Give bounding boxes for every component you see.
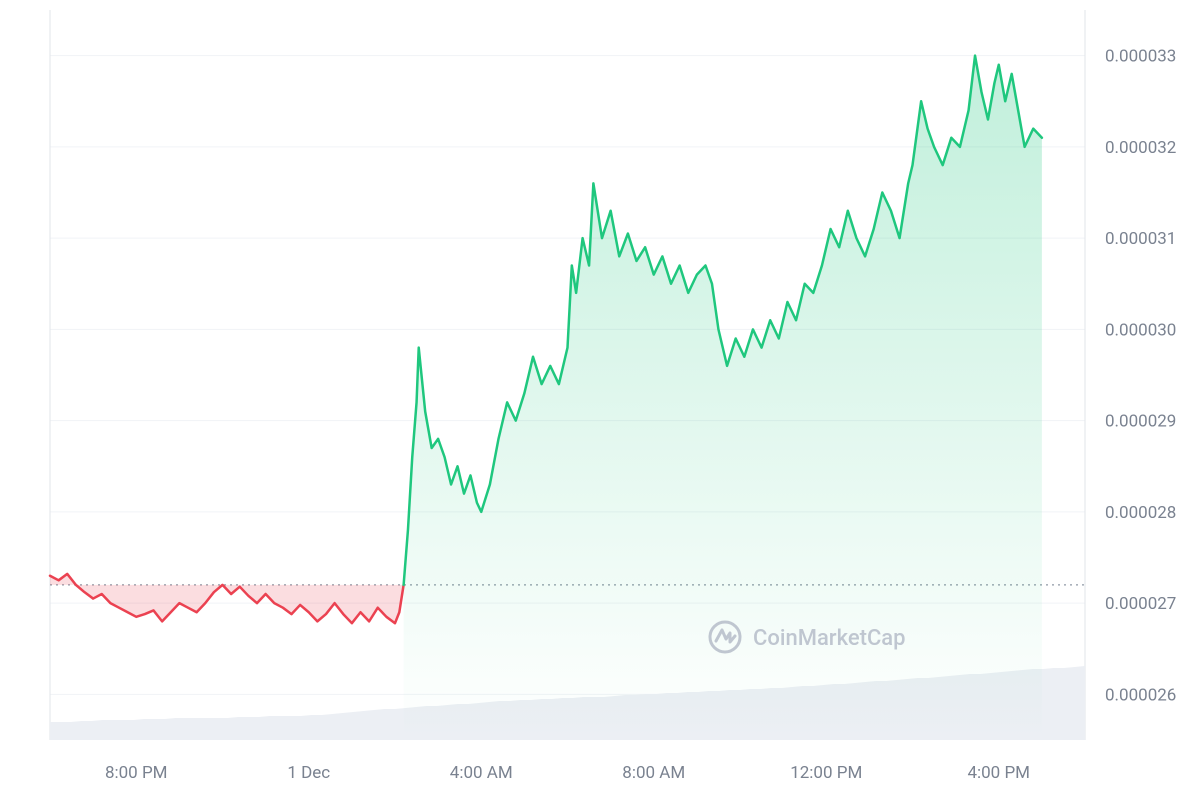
x-tick-label: 4:00 PM <box>967 763 1030 783</box>
y-tick-label: 0.000031 <box>1105 229 1176 249</box>
x-tick-label: 1 Dec <box>287 763 330 783</box>
x-tick-label: 12:00 PM <box>790 763 862 783</box>
x-tick-label: 4:00 AM <box>450 763 513 783</box>
watermark-text: CoinMarketCap <box>753 626 906 651</box>
y-tick-label: 0.000033 <box>1105 47 1176 67</box>
y-tick-label: 0.000028 <box>1105 503 1176 523</box>
y-tick-label: 0.000032 <box>1105 138 1176 158</box>
price-chart[interactable]: 0.000026 0.000027 0.000028 0.000029 0.000030… <box>0 0 1200 800</box>
y-tick-label: 0.000030 <box>1105 320 1176 340</box>
y-tick-label: 0.000029 <box>1105 412 1176 432</box>
y-tick-label: 0.000027 <box>1105 594 1176 614</box>
x-tick-label: 8:00 AM <box>622 763 685 783</box>
y-tick-label: 0.000026 <box>1105 685 1176 705</box>
x-tick-label: 8:00 PM <box>105 763 168 783</box>
